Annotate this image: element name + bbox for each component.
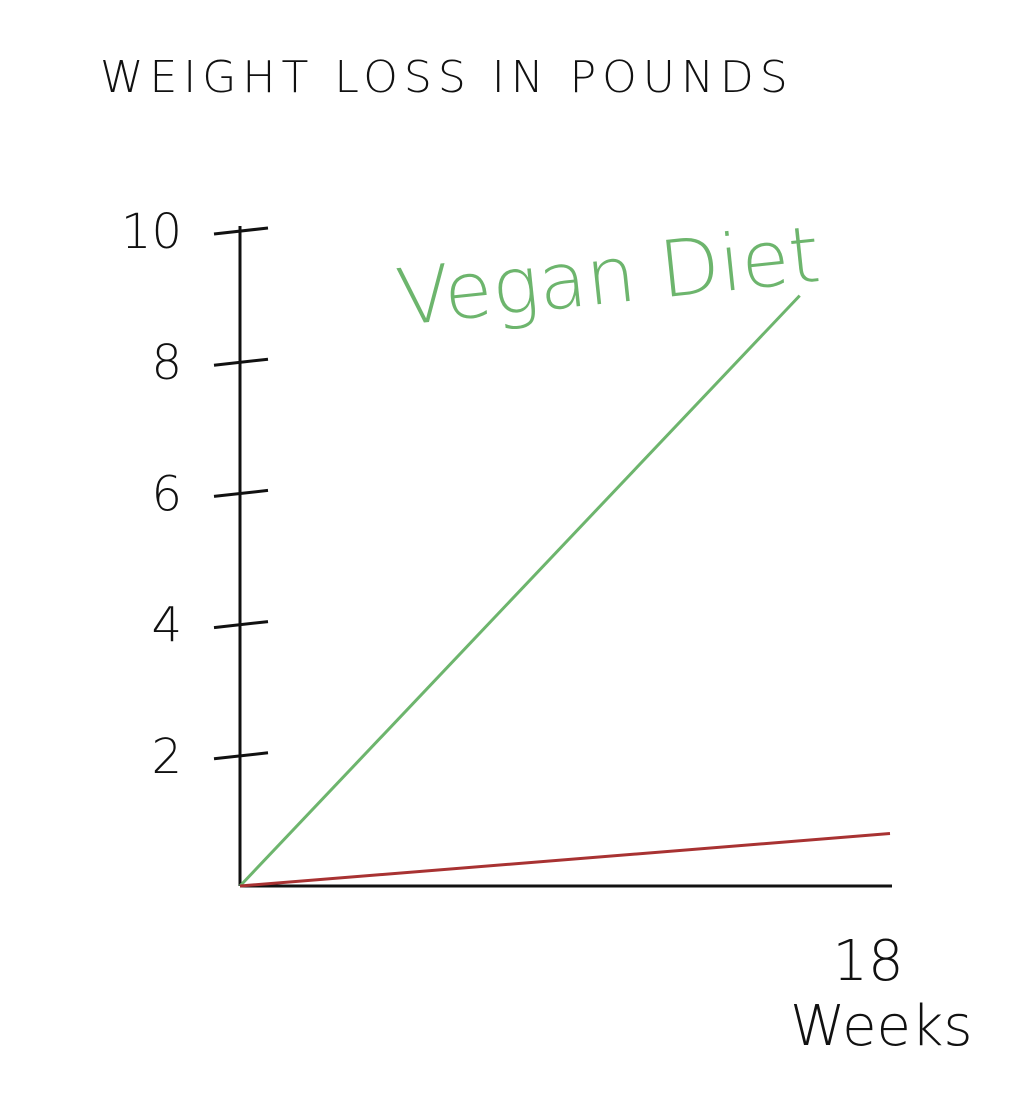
y-tick-label: 4 [151, 598, 182, 654]
series-lines [238, 294, 891, 888]
y-tick-label: 2 [151, 729, 182, 785]
y-ticks: 2 4 6 8 10 [121, 204, 269, 785]
series-label: Vegan Diet [393, 210, 825, 344]
chart-title: WEIGHT LOSS IN POUNDS [100, 52, 794, 103]
y-tick-mark [213, 226, 269, 236]
y-tick-mark [213, 488, 269, 498]
x-tick-label: 18 [832, 929, 903, 994]
y-tick-label: 6 [151, 466, 182, 522]
y-tick-label: 10 [121, 204, 182, 260]
y-tick-label: 8 [151, 335, 182, 391]
y-tick-mark [213, 357, 269, 367]
series-line [239, 832, 891, 888]
y-tick-mark [213, 751, 269, 761]
series-line [238, 294, 801, 888]
x-ticks: 18 [832, 929, 903, 994]
x-axis-title: Weeks [790, 994, 973, 1059]
y-tick-mark [213, 620, 269, 630]
series-labels: Vegan Diet [393, 210, 825, 344]
